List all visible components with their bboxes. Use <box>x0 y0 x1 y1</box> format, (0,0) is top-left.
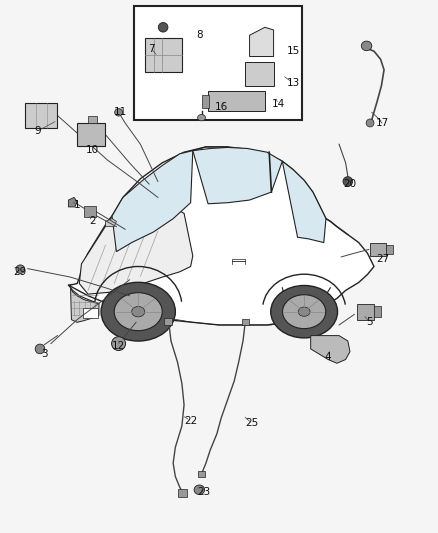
Text: 15: 15 <box>286 46 300 56</box>
Text: 8: 8 <box>196 30 203 41</box>
Ellipse shape <box>283 295 326 329</box>
Bar <box>386 245 393 254</box>
Ellipse shape <box>115 109 123 116</box>
Text: 25: 25 <box>245 418 258 429</box>
Bar <box>84 206 96 217</box>
Text: 10: 10 <box>86 144 99 155</box>
Ellipse shape <box>35 344 45 354</box>
Ellipse shape <box>366 119 374 127</box>
Bar <box>77 124 106 146</box>
Bar <box>88 116 97 124</box>
Ellipse shape <box>158 22 168 32</box>
Polygon shape <box>112 151 193 252</box>
Bar <box>374 306 381 317</box>
Polygon shape <box>68 197 77 207</box>
Text: 4: 4 <box>325 352 332 362</box>
Text: 27: 27 <box>376 254 389 263</box>
Ellipse shape <box>271 286 338 338</box>
Text: 22: 22 <box>184 416 197 426</box>
Bar <box>25 103 57 128</box>
Polygon shape <box>71 288 99 322</box>
Ellipse shape <box>101 282 175 341</box>
Bar <box>242 319 249 325</box>
Text: 23: 23 <box>197 488 210 497</box>
Bar <box>145 38 182 72</box>
Ellipse shape <box>298 307 310 316</box>
Bar <box>245 62 274 86</box>
Text: 5: 5 <box>366 317 373 327</box>
Bar <box>134 6 302 120</box>
Text: 16: 16 <box>215 102 228 112</box>
Text: 1: 1 <box>74 200 81 211</box>
Bar <box>357 304 374 320</box>
Bar <box>164 318 172 325</box>
Polygon shape <box>106 219 117 227</box>
Text: 14: 14 <box>271 99 285 109</box>
Text: 9: 9 <box>35 126 41 136</box>
Text: 2: 2 <box>89 216 95 227</box>
Ellipse shape <box>132 306 145 317</box>
Text: 3: 3 <box>41 349 48 359</box>
Text: 12: 12 <box>112 341 125 351</box>
Bar <box>370 243 386 256</box>
Text: 7: 7 <box>148 44 155 53</box>
Polygon shape <box>79 201 193 294</box>
Polygon shape <box>283 161 326 243</box>
Polygon shape <box>311 336 350 364</box>
Polygon shape <box>250 27 274 56</box>
Ellipse shape <box>198 115 205 121</box>
Bar <box>201 95 209 108</box>
Polygon shape <box>68 147 374 325</box>
Polygon shape <box>193 148 283 204</box>
Ellipse shape <box>194 485 205 495</box>
Ellipse shape <box>361 41 372 51</box>
Text: 20: 20 <box>343 179 357 189</box>
Ellipse shape <box>114 293 162 330</box>
Text: 13: 13 <box>286 78 300 88</box>
Ellipse shape <box>343 176 353 186</box>
Bar <box>208 91 265 111</box>
Ellipse shape <box>16 265 25 273</box>
Text: 11: 11 <box>114 107 127 117</box>
Ellipse shape <box>112 337 126 351</box>
Bar <box>177 489 187 497</box>
Text: 29: 29 <box>14 267 27 277</box>
Bar <box>198 471 205 477</box>
Text: 17: 17 <box>376 118 389 128</box>
Bar <box>83 309 98 318</box>
